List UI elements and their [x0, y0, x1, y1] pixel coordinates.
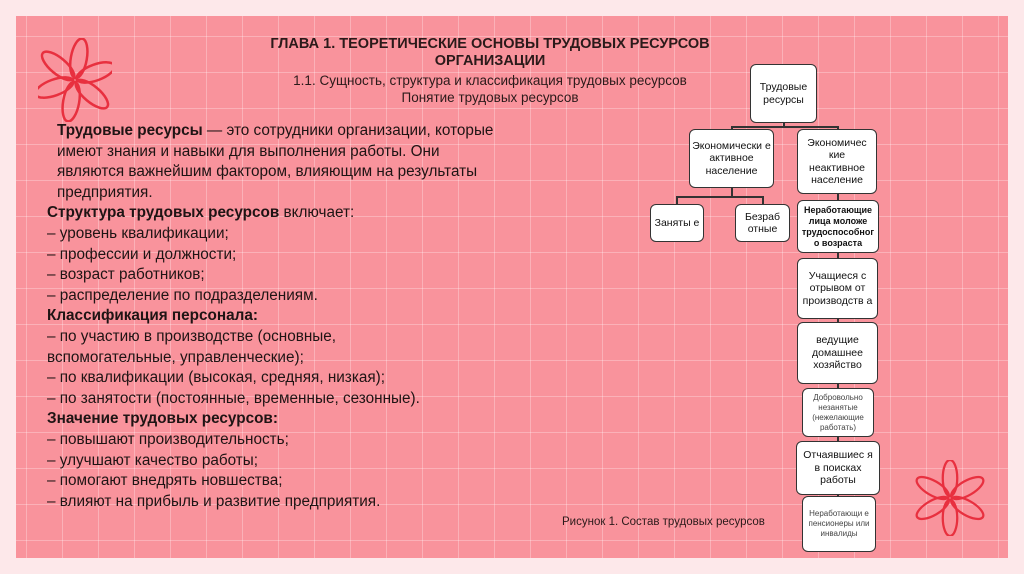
definition: Трудовые ресурсы — это сотрудники органи…	[47, 121, 507, 203]
diagram-node-inactive-item: Неработающи е пенсионеры или инвалиды	[802, 496, 876, 552]
subtitle: 1.1. Сущность, структура и классификация…	[200, 72, 780, 106]
subtitle-line: Понятие трудовых ресурсов	[401, 90, 579, 105]
diagram-node-active: Экономически е активное население	[689, 129, 774, 188]
diagram-node-inactive-item: Отчаявшиес я в поисках работы	[796, 441, 880, 495]
connector	[676, 196, 763, 198]
connector	[676, 196, 678, 205]
diagram-node-inactive-item: Неработающие лица моложе трудоспособног …	[797, 200, 879, 253]
diagram-node-root: Трудовые ресурсы	[750, 64, 817, 123]
title-line: ГЛАВА 1. ТЕОРЕТИЧЕСКИЕ ОСНОВЫ ТРУДОВЫХ Р…	[270, 36, 710, 52]
body-text: Трудовые ресурсы — это сотрудники органи…	[47, 121, 507, 512]
connector	[762, 196, 764, 205]
list-item: – по занятости (постоянные, временные, с…	[47, 389, 420, 407]
connector	[731, 126, 733, 130]
subtitle-line: 1.1. Сущность, структура и классификация…	[293, 73, 687, 88]
connector	[731, 187, 733, 196]
figure-caption: Рисунок 1. Состав трудовых ресурсов	[562, 516, 765, 528]
structure-suffix: включает:	[279, 204, 355, 222]
list-item: – по участию в производстве (основные, в…	[47, 327, 337, 366]
structure-heading-text: Структура трудовых ресурсов	[47, 204, 280, 222]
list-item: – помогают внедрять новшества;	[47, 472, 283, 490]
connector	[731, 126, 838, 128]
definition-text: — это сотрудники организации, которые им…	[57, 122, 494, 201]
list-item: – возраст работников;	[47, 266, 205, 284]
flower-icon	[38, 38, 112, 122]
connector	[783, 122, 785, 127]
diagram-node-inactive-item: Учащиеся с отрывом от производств а	[797, 258, 878, 319]
list-item: – по квалификации (высокая, средняя, низ…	[47, 369, 385, 387]
definition-term: Трудовые ресурсы	[57, 122, 203, 139]
flower-icon	[915, 460, 985, 536]
diagram-node-unemployed: Безраб отные	[735, 204, 790, 242]
importance-heading: Значение трудовых ресурсов:	[47, 410, 278, 428]
structure-heading: Структура трудовых ресурсов включает:	[47, 203, 507, 224]
page-title: ГЛАВА 1. ТЕОРЕТИЧЕСКИЕ ОСНОВЫ ТРУДОВЫХ Р…	[200, 36, 780, 70]
list-item: – улучшают качество работы;	[47, 451, 259, 469]
list-item: – профессии и должности;	[47, 245, 237, 263]
list-item: – распределение по подразделениям.	[47, 286, 318, 304]
diagram-node-inactive-item: Добровольно незанятые (нежелающие работа…	[802, 388, 874, 437]
title-line: ОРГАНИЗАЦИИ	[434, 53, 546, 69]
list-item: – повышают производительность;	[47, 430, 289, 448]
list-item: – влияют на прибыль и развитие предприят…	[47, 492, 381, 510]
classification-heading: Классификация персонала:	[47, 307, 258, 325]
diagram-node-employed: Заняты е	[650, 204, 704, 242]
diagram-node-inactive-item: ведущие домашнее хозяйство	[797, 322, 878, 384]
list-item: – уровень квалификации;	[47, 224, 229, 242]
diagram-node-inactive: Экономичес кие неактивное население	[797, 129, 877, 194]
